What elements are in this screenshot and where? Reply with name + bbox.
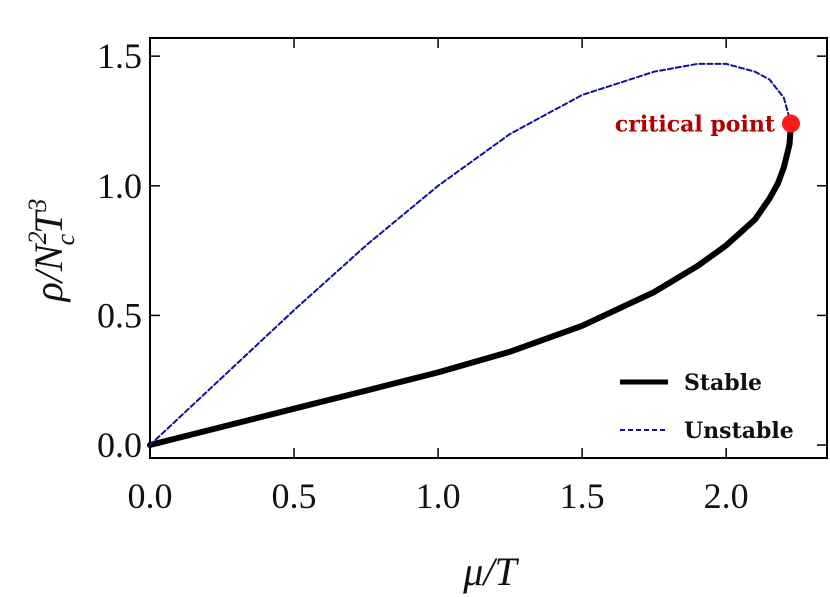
y-tick-label-3: 1.5: [97, 36, 142, 76]
y-axis-title-main: ρ/N: [26, 242, 71, 303]
ticks: 0.0 0.5 1.0 1.5 2.0 0.0 0.5 1.0 1.5: [97, 36, 827, 516]
legend: Stable Unstable: [620, 370, 794, 444]
y-axis-title-t: T: [26, 209, 71, 234]
annotations: critical point: [615, 112, 800, 138]
series-line-stable: [147, 120, 794, 448]
critical-point-marker: [781, 114, 800, 133]
plot-frame: [149, 37, 828, 459]
y-axis-title-sup3: 3: [23, 199, 52, 213]
x-tick-label-2: 1.0: [416, 476, 461, 516]
x-tick-label-0: 0.0: [128, 476, 173, 516]
y-axis-title-sub: c: [51, 233, 80, 245]
y-tick-label-2: 1.0: [97, 166, 142, 206]
critical-point-label: critical point: [615, 112, 776, 138]
series: [147, 62, 794, 448]
x-tick-label-1: 0.5: [272, 476, 317, 516]
x-axis-title: μ/T: [462, 549, 519, 594]
svg-text:ρ/N2cT3: ρ/N2cT3: [23, 199, 80, 304]
y-tick-label-1: 0.5: [97, 295, 142, 335]
y-axis-title: ρ/N2cT3: [23, 199, 80, 304]
series-line-unstable: [149, 62, 792, 446]
legend-label-stable: Stable: [684, 370, 762, 396]
legend-label-unstable: Unstable: [684, 418, 794, 444]
x-tick-label-4: 2.0: [704, 476, 749, 516]
y-tick-label-0: 0.0: [97, 425, 142, 465]
plot-area-frame: [149, 37, 828, 459]
x-tick-label-3: 1.5: [560, 476, 605, 516]
y-axis-title-sup: 2: [23, 231, 52, 244]
